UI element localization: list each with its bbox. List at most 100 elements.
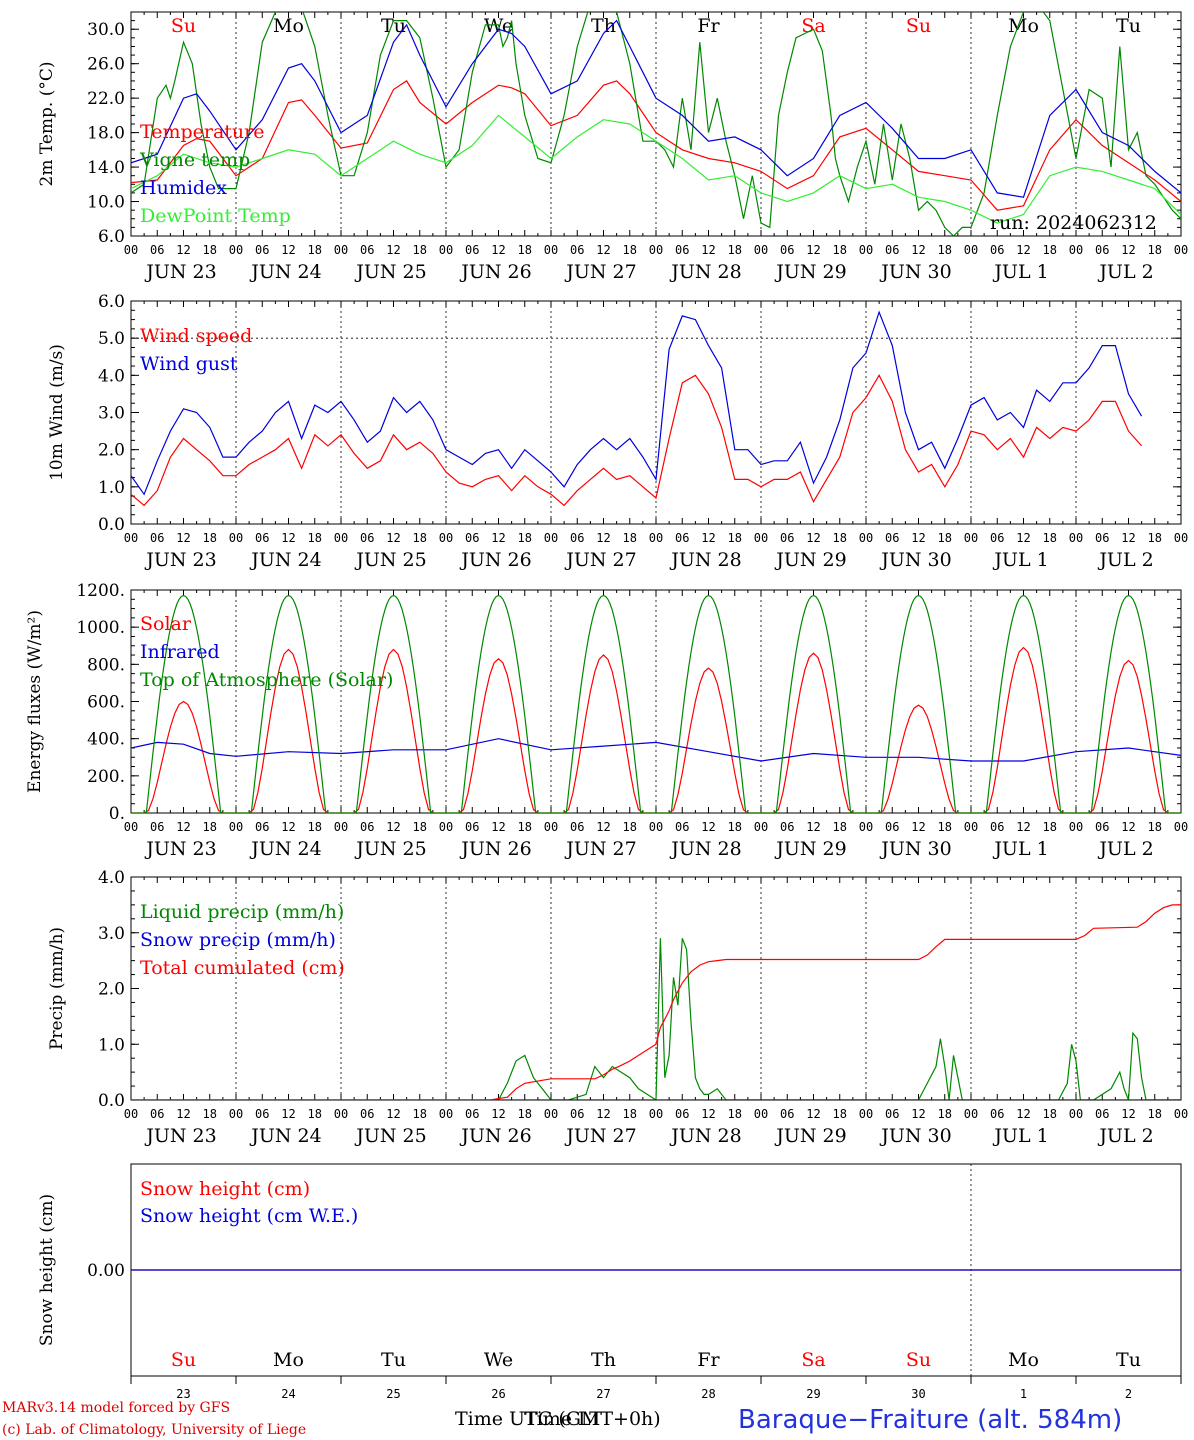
hour-tick-label: 18	[833, 243, 847, 257]
hour-tick-label: 18	[413, 820, 427, 834]
legend-entry: Temperature	[140, 121, 264, 143]
hour-tick-label: 12	[806, 1107, 820, 1121]
hour-tick-label: 18	[728, 243, 742, 257]
series-line-temperature	[131, 80, 1181, 211]
hour-tick-label: 12	[596, 531, 610, 545]
hour-tick-label: 12	[386, 531, 400, 545]
hour-tick-label: 18	[308, 820, 322, 834]
y-axis-label: Precip (mm/h)	[47, 927, 67, 1050]
date-label: JUL 2	[1097, 1125, 1153, 1147]
weekday-label: Tu	[381, 1349, 406, 1371]
weekday-label: Tu	[1116, 15, 1141, 37]
y-tick-label: 14.0	[87, 158, 125, 178]
weekday-label: Fr	[697, 1349, 720, 1371]
date-label: JUN 25	[354, 549, 426, 571]
hour-tick-label: 00	[439, 1107, 453, 1121]
y-tick-label: 0.0	[98, 1091, 125, 1111]
hour-tick-label: 18	[518, 243, 532, 257]
series-line-humidex	[131, 19, 1181, 198]
hour-tick-label: 12	[911, 820, 925, 834]
date-label: JUL 2	[1097, 261, 1153, 283]
hour-tick-label: 06	[675, 820, 689, 834]
hour-tick-label: 12	[491, 820, 505, 834]
legend-entry: Solar	[140, 613, 192, 635]
series-group	[131, 310, 1143, 507]
hour-tick-label: 00	[859, 1107, 873, 1121]
run-label: run: 2024062312	[990, 212, 1157, 234]
panel-temp: 00 06 12 18 00 06 12 18 00 06 12 18 00 06 12 18 00 06 12 18…	[37, 11, 1188, 283]
hour-tick-label: 06	[1095, 243, 1109, 257]
hour-tick-label: 12	[911, 243, 925, 257]
panel-energy: 00 06 12 18 00 06 12 18 00 06 12 18 00 06 12 18 00 06 12 18…	[25, 581, 1188, 860]
date-label: JUN 23	[144, 549, 216, 571]
date-label: JUN 30	[879, 261, 951, 283]
y-tick-label: 0.0	[98, 515, 125, 535]
hour-tick-label: 00	[544, 531, 558, 545]
y-tick-label: 5.0	[98, 329, 125, 349]
date-label: JUN 23	[144, 1125, 216, 1147]
hour-tick-label: 00	[124, 820, 138, 834]
legend-entry: Infrared	[140, 641, 220, 663]
date-label: JUL 1	[992, 838, 1048, 860]
hour-tick-label: 18	[308, 1107, 322, 1121]
hour-tick-label: 12	[176, 1107, 190, 1121]
legend-entry: Wind gust	[140, 353, 238, 375]
date-label: JUN 23	[144, 838, 216, 860]
date-label: JUN 25	[354, 1125, 426, 1147]
hour-tick-label: 12	[596, 1107, 610, 1121]
hour-tick-label: 00	[859, 243, 873, 257]
hour-tick-label: 06	[150, 820, 164, 834]
hour-tick-label: 18	[308, 531, 322, 545]
date-label: JUN 23	[144, 261, 216, 283]
meteogram-panels: 00 06 12 18 00 06 12 18 00 06 12 18 00 06 12 18 00 06 12 18…	[25, 11, 1188, 1401]
hour-tick-label: 00	[964, 243, 978, 257]
hour-tick-label: 18	[203, 1107, 217, 1121]
weekday-label: Th	[591, 15, 616, 37]
date-label: JUN 29	[774, 838, 846, 860]
hour-tick-label: 12	[701, 531, 715, 545]
weekday-label: Mo	[1008, 1349, 1039, 1371]
hour-tick-label: 12	[491, 243, 505, 257]
hour-tick-label: 18	[518, 820, 532, 834]
hour-tick-label: 12	[701, 820, 715, 834]
date-label: JUL 2	[1097, 549, 1153, 571]
hour-tick-label: 18	[728, 820, 742, 834]
date-label: JUN 25	[354, 838, 426, 860]
legend-entry: Total cumulated (cm)	[140, 957, 345, 979]
day-number-label: 29	[806, 1387, 820, 1401]
y-tick-label: 2.0	[98, 980, 125, 1000]
y-tick-label: 3.0	[98, 924, 125, 944]
date-label: JUN 27	[564, 1125, 636, 1147]
hour-tick-label: 00	[859, 820, 873, 834]
y-tick-label: 18.0	[87, 124, 125, 144]
hour-tick-label: 00	[124, 1107, 138, 1121]
series-line-top-of-atmosphere-solar-	[131, 594, 1181, 813]
hour-tick-label: 00	[754, 1107, 768, 1121]
y-axis-label: 2m Temp. (°C)	[37, 61, 57, 186]
hour-tick-label: 06	[780, 531, 794, 545]
y-tick-label: 2.0	[98, 441, 125, 461]
hour-tick-label: 12	[1016, 1107, 1030, 1121]
hour-tick-label: 00	[964, 1107, 978, 1121]
footer-model: MARv3.14 model forced by GFS	[2, 1400, 230, 1416]
hour-tick-label: 00	[1174, 531, 1188, 545]
hour-tick-label: 12	[386, 1107, 400, 1121]
y-tick-label: 0.	[109, 804, 125, 824]
date-label: JUN 29	[774, 1125, 846, 1147]
hour-tick-label: 06	[570, 243, 584, 257]
date-label: JUN 30	[879, 838, 951, 860]
hour-tick-label: 12	[386, 820, 400, 834]
hour-tick-label: 12	[596, 820, 610, 834]
y-tick-label: 1000.	[76, 618, 125, 638]
hour-tick-label: 12	[176, 820, 190, 834]
date-label: JUN 24	[249, 261, 321, 283]
hour-tick-label: 12	[281, 820, 295, 834]
hour-tick-label: 12	[491, 1107, 505, 1121]
y-tick-label: 6.0	[98, 292, 125, 312]
y-tick-label: 0.00	[87, 1261, 125, 1281]
date-label: JUN 26	[459, 1125, 531, 1147]
hour-tick-label: 00	[649, 1107, 663, 1121]
hour-tick-label: 06	[675, 1107, 689, 1121]
hour-tick-label: 18	[938, 1107, 952, 1121]
date-label: JUN 26	[459, 261, 531, 283]
